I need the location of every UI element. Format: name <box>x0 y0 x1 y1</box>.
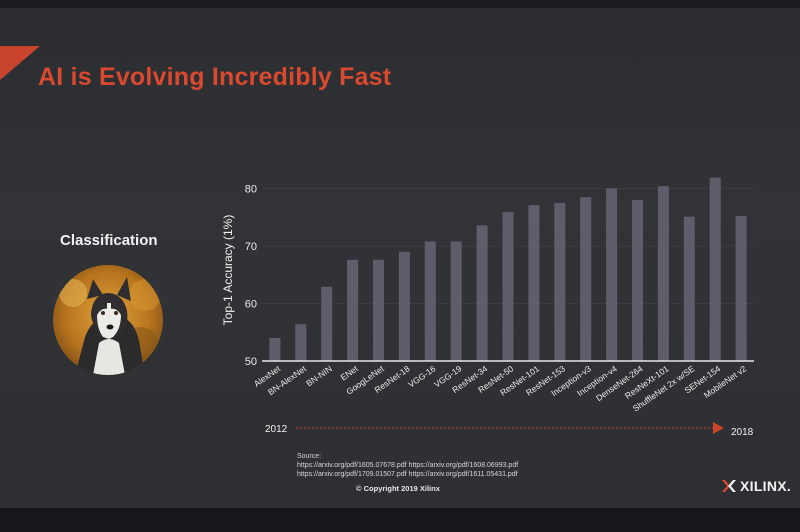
bar-resnet-34 <box>476 225 488 361</box>
xilinx-mark-icon <box>722 480 736 492</box>
bar-resnet-18 <box>398 251 410 362</box>
corner-accent <box>0 46 40 80</box>
bar-vgg-19 <box>450 241 462 361</box>
source-line-2: https://arxiv.org/pdf/1709.01507.pdf htt… <box>297 471 518 478</box>
slide: AI is Evolving Incredibly Fast Classific… <box>0 8 800 508</box>
bar-mobilenet-v2 <box>735 216 747 361</box>
classification-label: Classification <box>60 232 158 249</box>
xilinx-logo: XILINX. <box>721 478 791 494</box>
husky-photo <box>53 265 163 375</box>
bar-bn-alexnet <box>295 324 307 361</box>
bar-googlenet <box>373 259 384 361</box>
x-tick-label: VGG-16 <box>406 363 437 389</box>
husky-photo-art <box>53 265 163 375</box>
bar-vgg-16 <box>424 241 436 361</box>
bar-bn-nin <box>321 286 333 361</box>
bar-resnet-101 <box>528 205 540 361</box>
timeline-end-year: 2018 <box>731 427 754 438</box>
source-citations: Source: https://arxiv.org/pdf/1605.07678… <box>297 452 518 479</box>
bar-shufflenet-2x-w-se <box>683 216 695 361</box>
bar-resnet-50 <box>502 212 514 361</box>
y-tick-label: 70 <box>245 241 257 253</box>
bar-inception-v4 <box>606 188 618 361</box>
y-tick-label: 60 <box>245 299 257 311</box>
screen-bottom-strip <box>0 508 800 532</box>
bar-resnet-153 <box>554 202 566 361</box>
source-line-1: https://arxiv.org/pdf/1605.07678.pdf htt… <box>297 462 519 469</box>
bar-densenet-264 <box>632 200 643 361</box>
bar-alexnet <box>269 338 281 361</box>
y-tick-label: 50 <box>245 356 257 368</box>
bar-senet-154 <box>709 177 721 361</box>
bar-enet <box>347 259 359 361</box>
y-axis-label: Top-1 Accuracy (1%) <box>221 215 235 326</box>
bar-inception-v3 <box>580 197 592 361</box>
y-tick-label: 80 <box>245 184 257 196</box>
source-title: Source: <box>297 453 322 460</box>
timeline-arrow-head <box>713 422 724 434</box>
timeline-start-year: 2012 <box>265 424 288 435</box>
slide-title: AI is Evolving Incredibly Fast <box>38 63 392 91</box>
x-tick-label: BN-NIN <box>304 363 334 388</box>
bar-resnext-101 <box>657 186 669 361</box>
copyright-text: © Copyright 2019 Xilinx <box>356 484 440 493</box>
xilinx-wordmark: XILINX. <box>740 478 792 494</box>
